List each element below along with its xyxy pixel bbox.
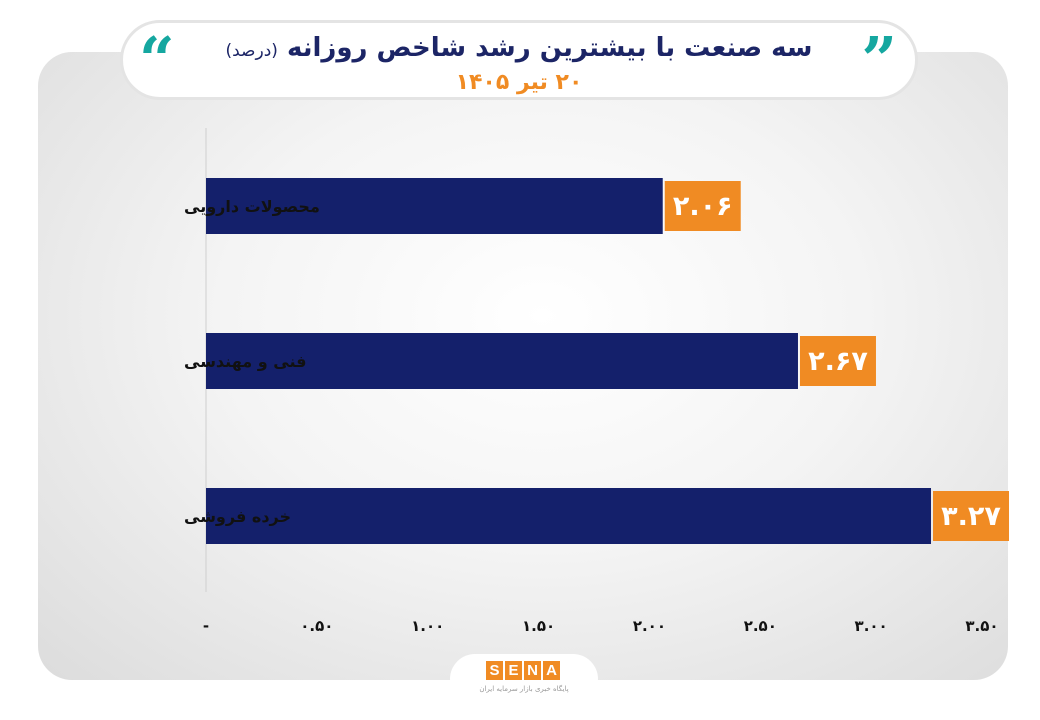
logo-tagline: پایگاه خبری بازار سرمایه ایران (479, 685, 569, 693)
x-tick-label: ۲.۵۰ (744, 617, 777, 635)
chart-title: سه صنعت با بیشترین رشد شاخص روزانه (درصد… (123, 33, 915, 63)
x-tick-label: ۳.۵۰ (965, 617, 998, 635)
category-label: فنی و مهندسی (184, 352, 306, 371)
x-tick-label: ۱.۰۰ (411, 617, 444, 635)
x-tick-label: ۰.۵۰ (300, 617, 333, 635)
x-tick-label: - (203, 617, 209, 635)
logo-letter-a: A (543, 661, 560, 680)
sena-logo: S E N A پایگاه خبری بازار سرمایه ایران (450, 654, 598, 704)
x-tick-label: ۳.۰۰ (855, 617, 888, 635)
bar (206, 488, 932, 544)
sena-logo-letters: S E N A (486, 661, 560, 680)
title-banner: “ ” سه صنعت با بیشترین رشد شاخص روزانه (… (120, 20, 918, 100)
chart-date: ۲۰ تیر ۱۴۰۵ (455, 70, 583, 95)
category-label: محصولات دارویی (184, 197, 320, 216)
chart-title-text: سه صنعت با بیشترین رشد شاخص روزانه (286, 33, 813, 63)
data-label-box (799, 336, 876, 386)
bar (206, 178, 663, 234)
data-label-box (664, 181, 741, 231)
logo-letter-s: S (486, 661, 503, 680)
data-label: ۲.۶۷ (808, 346, 868, 377)
logo-letter-n: N (524, 661, 541, 680)
category-label: خرده فروشی (184, 507, 291, 526)
chart-title-unit: (درصد) (225, 41, 278, 61)
logo-letter-e: E (505, 661, 522, 680)
quote-close-icon: ” (861, 23, 897, 96)
x-tick-label: ۱.۵۰ (522, 617, 555, 635)
data-label-box (933, 491, 1010, 541)
bar (206, 333, 798, 389)
data-label: ۳.۲۷ (941, 501, 1001, 532)
quote-open-icon: “ (139, 23, 175, 96)
x-tick-label: ۲.۰۰ (633, 617, 666, 635)
data-label: ۲.۰۶ (673, 191, 733, 222)
